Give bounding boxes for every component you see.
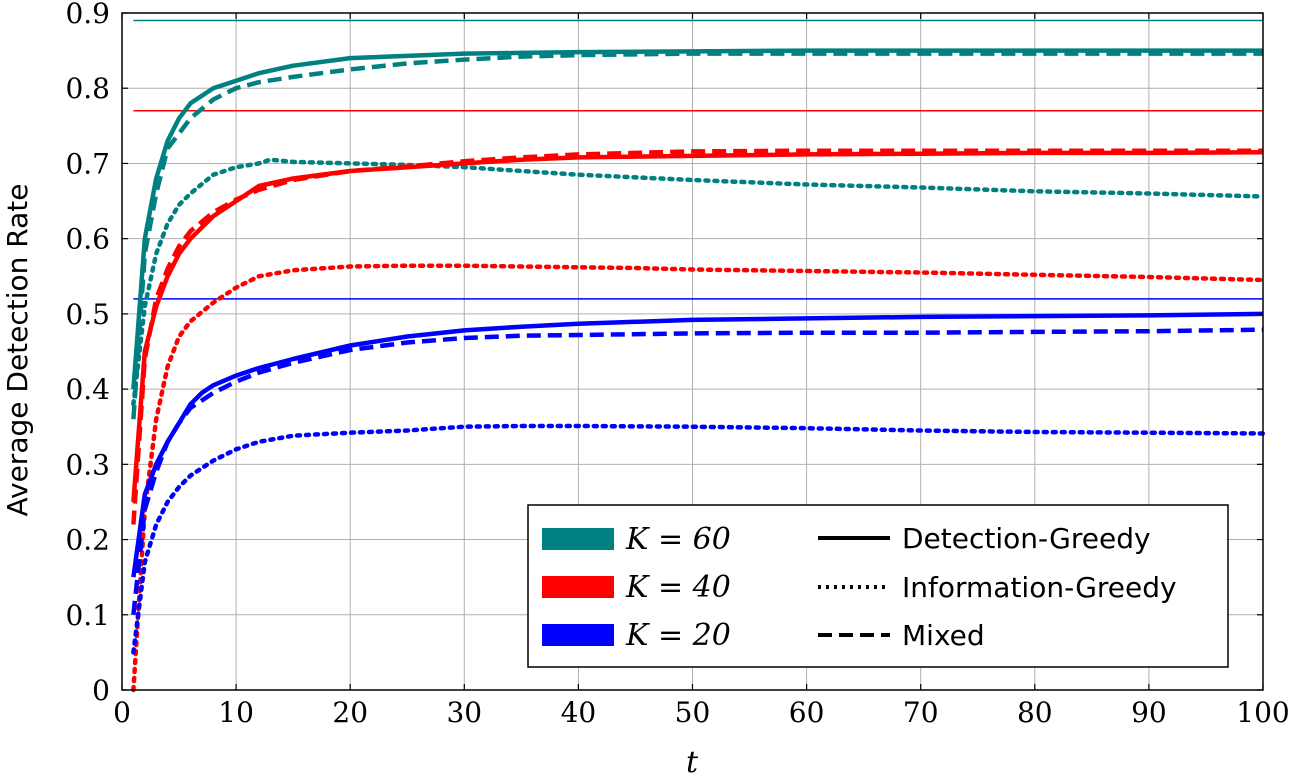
legend-swatch-k20 (542, 624, 614, 646)
legend-label-mixed: Mixed (902, 619, 985, 652)
legend-label-k60: K = 60 (625, 522, 731, 557)
series-line-7 (131, 423, 1266, 655)
reference-lines (133, 19, 1263, 300)
x-axis-label: t (686, 745, 699, 777)
series-line-4 (131, 263, 1266, 693)
legend-label-information-greedy: Information-Greedy (902, 571, 1177, 604)
series-line-1 (131, 157, 1266, 407)
y-tick-label-4: 0.4 (65, 373, 110, 406)
y-tick-label-5: 0.5 (65, 298, 110, 331)
y-tick-label-7: 0.7 (65, 147, 110, 180)
y-tick-label-3: 0.3 (65, 448, 110, 481)
y-tick-label-6: 0.6 (65, 223, 110, 256)
x-tick-label-7: 70 (903, 696, 939, 729)
x-tick-label-0: 0 (113, 696, 131, 729)
x-tick-label-1: 10 (218, 696, 254, 729)
y-tick-label-2: 0.2 (65, 524, 110, 557)
y-tick-label-0: 0 (92, 674, 110, 707)
legend-label-k40: K = 40 (625, 570, 731, 605)
x-tick-label-6: 60 (789, 696, 825, 729)
series-lines (131, 48, 1266, 693)
legend-label-k20: K = 20 (625, 618, 731, 653)
series-line-0 (131, 48, 1263, 390)
legend-swatch-k40 (542, 576, 614, 598)
x-tick-label-3: 30 (446, 696, 482, 729)
y-axis-label: Average Detection Rate (1, 183, 34, 516)
legend-swatch-k60 (542, 528, 614, 550)
x-tick-label-5: 50 (675, 696, 711, 729)
series-line-8 (131, 327, 1264, 616)
x-tick-label-8: 80 (1017, 696, 1053, 729)
y-tick-label-9: 0.9 (65, 0, 110, 30)
y-tick-label-8: 0.8 (65, 72, 110, 105)
series-line-3 (131, 149, 1264, 503)
legend: K = 60 K = 40 K = 20 Detection-Greedy In… (527, 504, 1229, 668)
x-tick-label-2: 20 (332, 696, 368, 729)
x-tick-label-9: 90 (1131, 696, 1167, 729)
legend-label-detection-greedy: Detection-Greedy (902, 522, 1151, 555)
series-line-6 (131, 311, 1264, 578)
series-line-2 (131, 51, 1263, 420)
y-tick-label-1: 0.1 (65, 599, 110, 632)
x-tick-label-4: 40 (561, 696, 597, 729)
x-tick-label-10: 100 (1236, 696, 1289, 729)
legend-box (527, 504, 1229, 668)
series-line-5 (131, 148, 1263, 525)
axis-ticks: 0 10 20 30 40 50 60 70 80 90 100 0 0.1 0.2 0.3 0.4 0.5 0.… (65, 0, 1289, 729)
